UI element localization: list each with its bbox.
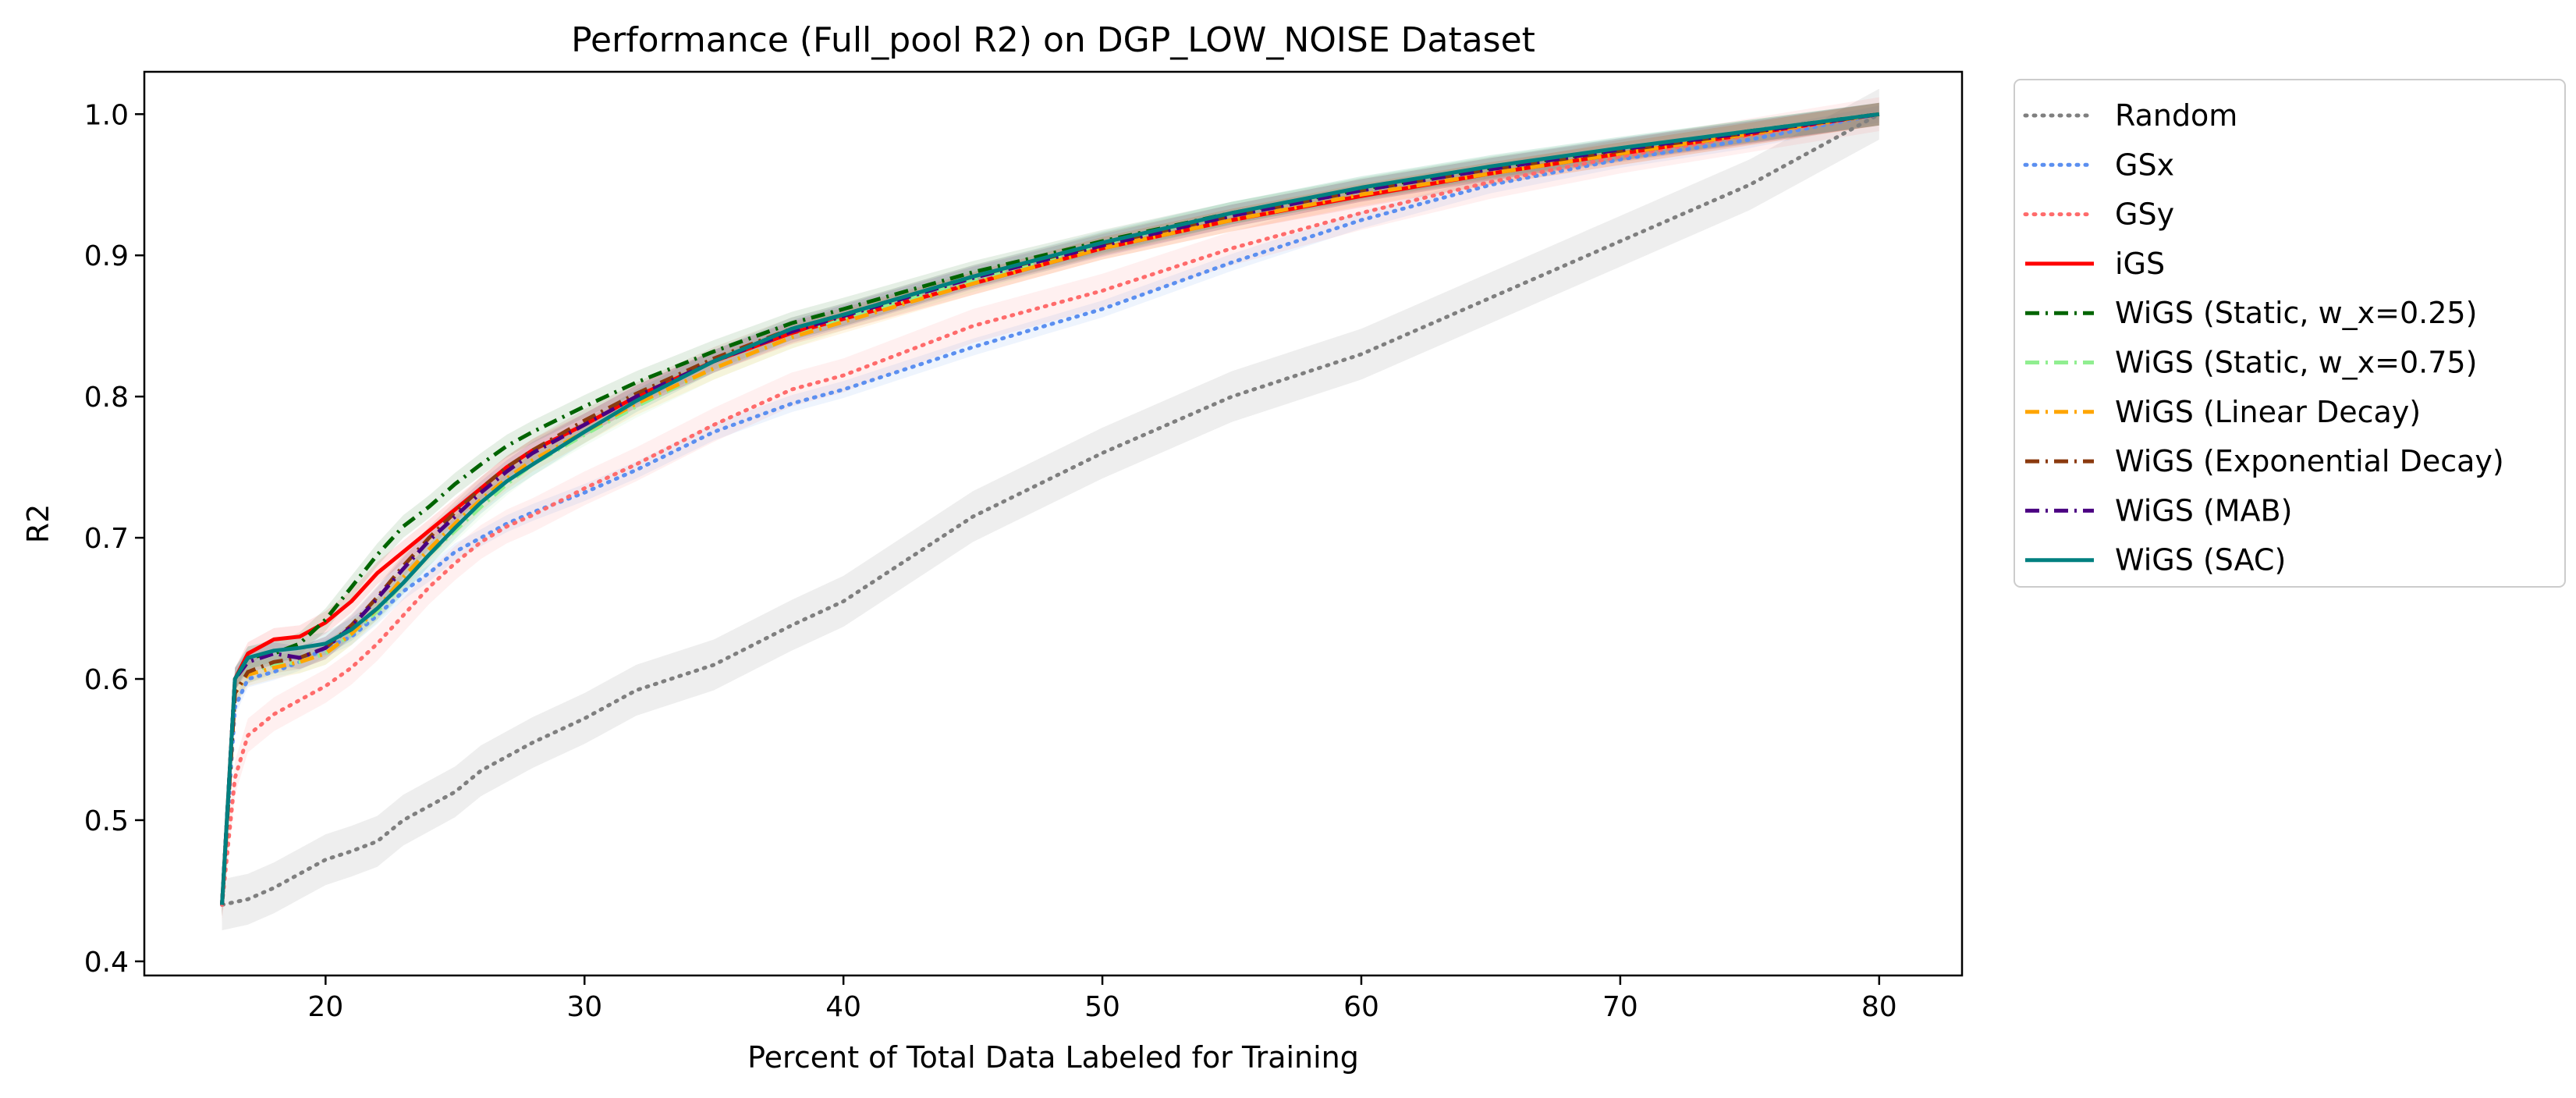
legend-label-3: iGS [2115, 247, 2165, 281]
y-tick-label-2: 0.6 [84, 664, 129, 696]
band-2 [222, 97, 1879, 922]
legend-label-6: WiGS (Linear Decay) [2115, 395, 2421, 429]
x-tick-label-0: 20 [307, 991, 343, 1023]
legend-label-8: WiGS (MAB) [2115, 493, 2292, 528]
y-axis-label: R2 [21, 504, 55, 544]
band-1 [222, 105, 1879, 914]
plot-area-frame [143, 70, 1964, 977]
y-tick-label-0: 0.4 [84, 947, 129, 979]
band-9 [222, 102, 1879, 916]
x-tick-label-1: 30 [566, 991, 602, 1023]
y-axis-ticks: 0.4 0.5 0.6 0.7 0.8 0.9 1.0 [84, 99, 144, 979]
y-tick-label-5: 0.9 [84, 240, 129, 272]
band-3 [222, 102, 1879, 916]
x-axis-ticks: 20 30 40 50 60 70 80 [307, 975, 1897, 1023]
band-0 [222, 88, 1879, 931]
x-axis-label: Percent of Total Data Labeled for Traini… [747, 1040, 1359, 1075]
band-6 [222, 102, 1879, 916]
series-line-8 [220, 112, 1880, 905]
legend-label-1: GSx [2115, 147, 2174, 182]
band-7 [222, 102, 1879, 916]
series-line-3 [220, 112, 1880, 905]
y-tick-label-4: 0.8 [84, 382, 129, 414]
legend-label-2: GSy [2115, 197, 2174, 232]
confidence-bands [222, 88, 1879, 931]
legend-items: Random GSx GSy iGS WiGS (Static, w_x=0.25) Wi… [2023, 98, 2504, 577]
legend-label-9: WiGS (SAC) [2115, 543, 2286, 577]
series-line-0 [220, 112, 1882, 907]
x-tick-label-5: 70 [1602, 991, 1638, 1023]
legend: Random GSx GSy iGS WiGS (Static, w_x=0.25) Wi… [2014, 79, 2566, 588]
chart-title: Performance (Full_pool R2) on DGP_LOW_NO… [571, 20, 1535, 60]
legend-label-7: WiGS (Exponential Decay) [2115, 444, 2504, 478]
x-tick-label-3: 50 [1084, 991, 1120, 1023]
series-line-2 [220, 112, 1882, 907]
band-5 [222, 102, 1879, 916]
legend-label-0: Random [2115, 98, 2237, 133]
legend-label-4: WiGS (Static, w_x=0.25) [2115, 296, 2477, 330]
series-line-9 [220, 112, 1880, 905]
legend-label-5: WiGS (Static, w_x=0.75) [2115, 346, 2477, 380]
x-tick-label-4: 60 [1343, 991, 1379, 1023]
y-tick-label-6: 1.0 [84, 99, 129, 131]
y-tick-label-3: 0.7 [84, 523, 129, 555]
series-line-6 [220, 112, 1880, 905]
band-8 [222, 102, 1879, 916]
legend-frame [2014, 79, 2566, 588]
x-tick-label-2: 40 [825, 991, 861, 1023]
series-lines [220, 112, 1882, 907]
x-tick-label-6: 80 [1861, 991, 1897, 1023]
y-tick-label-1: 0.5 [84, 805, 129, 837]
